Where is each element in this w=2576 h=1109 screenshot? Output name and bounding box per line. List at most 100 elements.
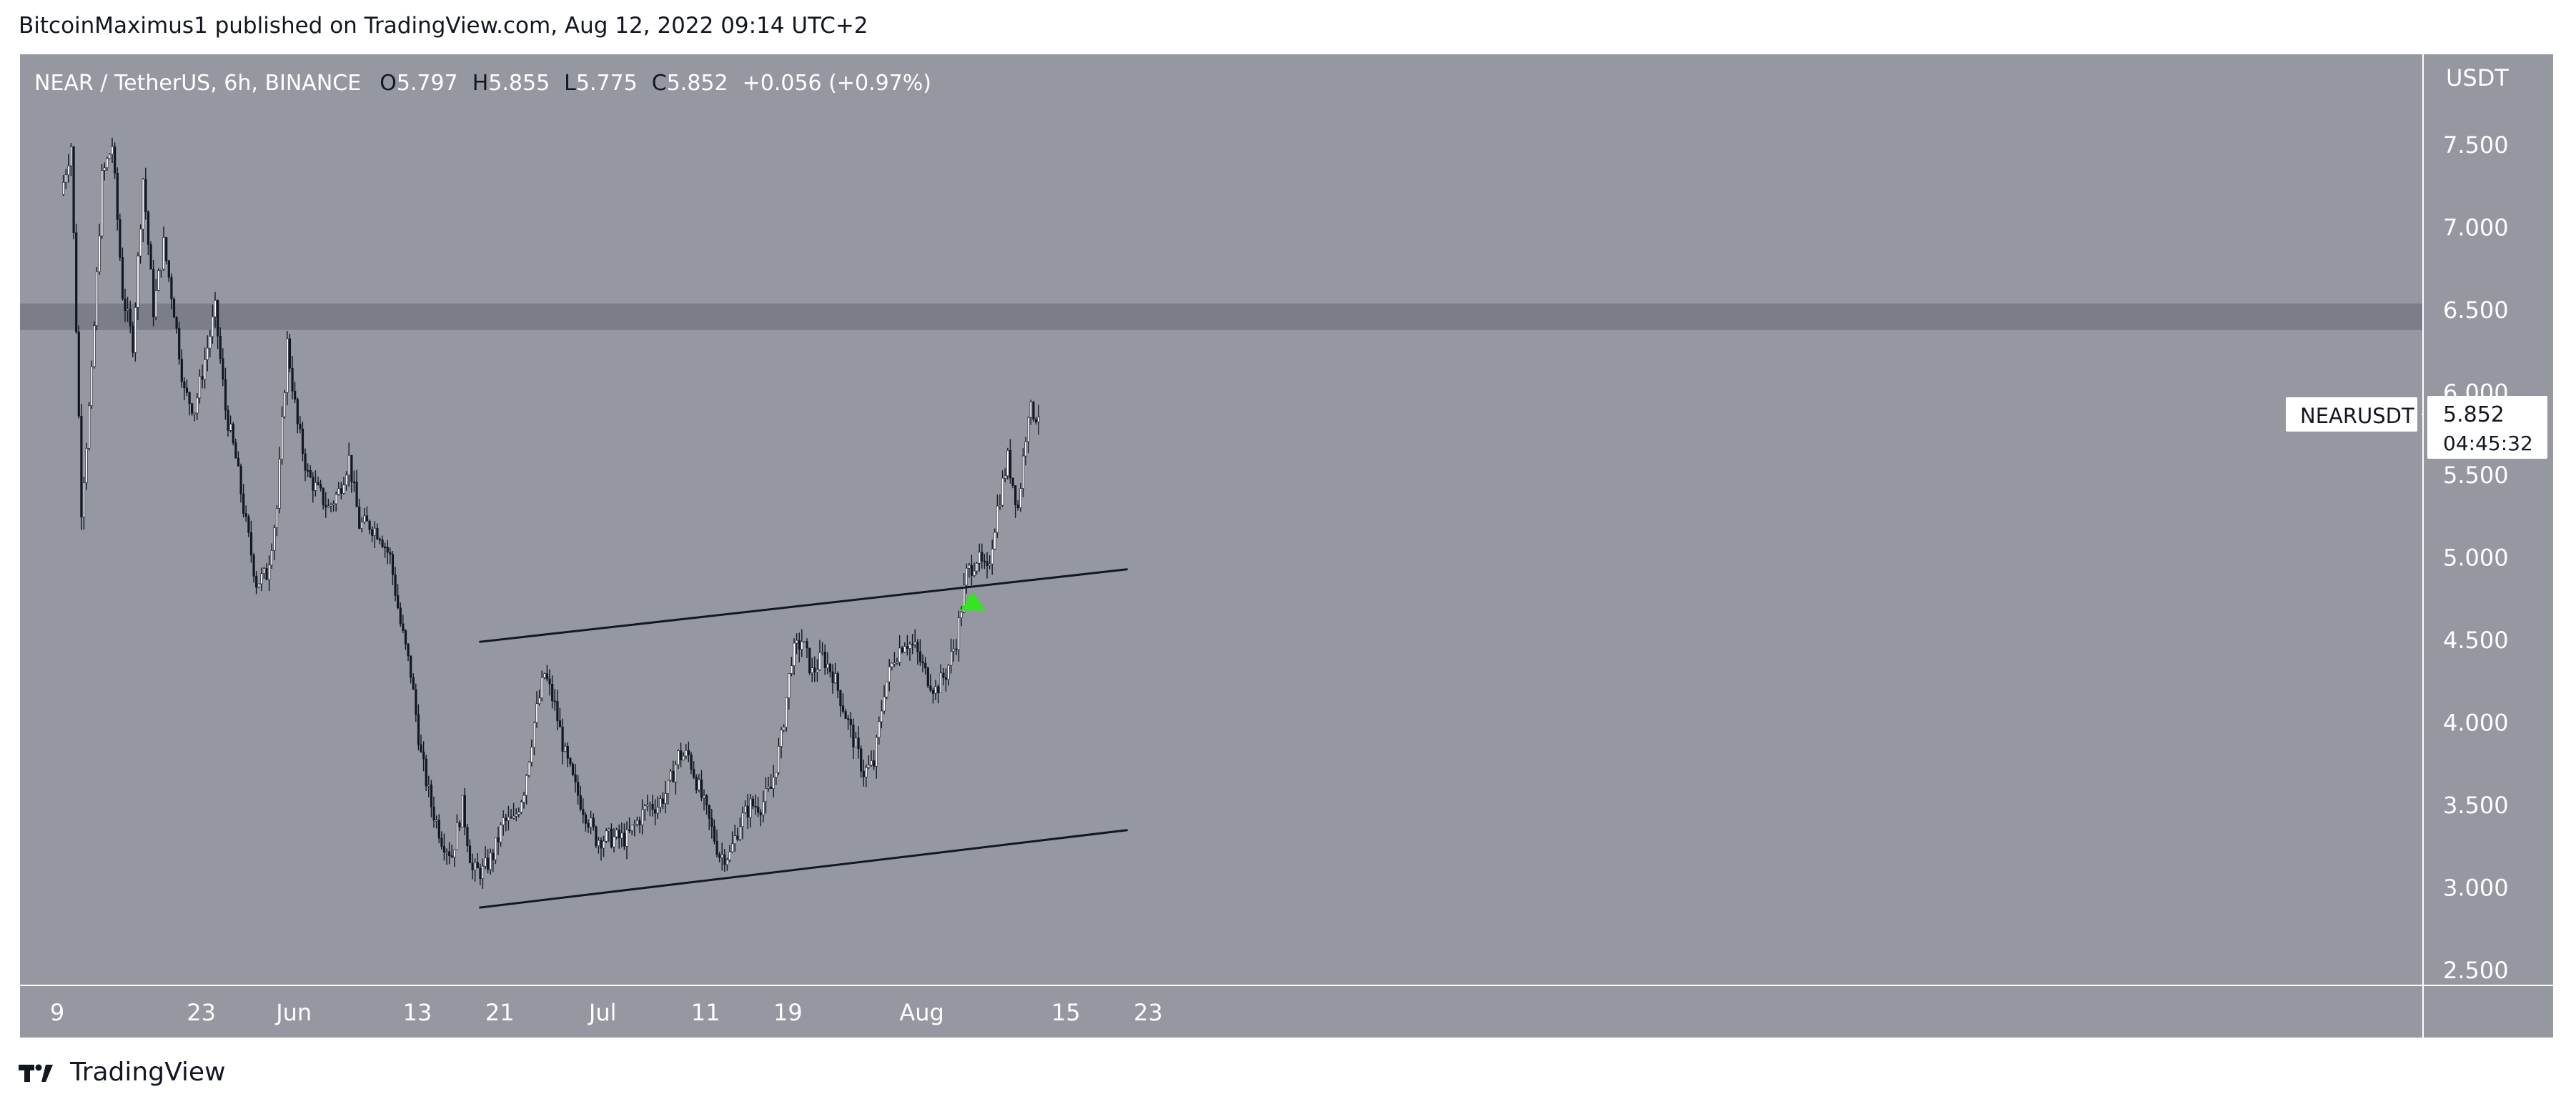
candle-down: [487, 857, 490, 870]
candle-down: [144, 179, 147, 212]
candle-down: [751, 798, 755, 807]
candle-down: [299, 424, 302, 429]
candle-up: [373, 527, 376, 536]
candle-down: [937, 686, 940, 694]
price-tick-label: 7.000: [2443, 214, 2509, 242]
candle-up: [137, 255, 139, 308]
candle-up: [363, 515, 366, 522]
candle-up: [327, 505, 330, 507]
candle-up: [198, 376, 202, 399]
candle-down: [736, 835, 739, 840]
candle-down: [201, 376, 204, 380]
candle-down: [911, 644, 914, 646]
candle-up: [502, 817, 505, 825]
candle-down: [844, 711, 847, 719]
candle-up: [543, 673, 546, 678]
candle-up: [803, 641, 806, 643]
candle-down: [152, 269, 155, 317]
candle-down: [479, 867, 482, 879]
candle-up: [69, 146, 73, 166]
candle-up: [260, 573, 263, 585]
footer-brand[interactable]: TradingView: [70, 1058, 226, 1087]
candle-down: [723, 854, 726, 865]
candle-down: [381, 539, 384, 547]
channel-upper-line[interactable]: [479, 568, 1128, 643]
candle-down: [232, 424, 234, 443]
candle-up: [270, 550, 273, 566]
candle-up: [103, 167, 106, 171]
candle-up: [108, 154, 112, 159]
candle-up: [762, 801, 765, 815]
candle-up: [674, 764, 678, 782]
candle-down: [813, 667, 816, 672]
symbol-tag: [2286, 397, 2417, 432]
candle-up: [960, 612, 963, 618]
candle-down: [693, 769, 695, 777]
time-tick-label: Jun: [274, 999, 312, 1026]
candle-down: [376, 527, 379, 539]
legend-symbol: NEAR / TetherUS, 6h, BINANCE: [34, 71, 361, 96]
candle-down: [754, 805, 757, 807]
candle-down: [841, 705, 845, 712]
candle-down: [415, 689, 417, 715]
candle-up: [635, 820, 639, 825]
price-tag-value: 5.852: [2443, 402, 2505, 427]
candle-up: [515, 814, 517, 817]
candle-down: [600, 840, 603, 849]
candle-down: [582, 809, 585, 815]
candle-up: [891, 662, 893, 667]
candle-up: [893, 662, 896, 665]
candle-up: [811, 667, 813, 673]
candle-up: [347, 454, 350, 476]
candle-down: [389, 552, 392, 555]
candle-up: [67, 165, 70, 176]
candle-up: [1024, 441, 1027, 457]
candle-up: [98, 235, 101, 272]
candle-down: [579, 795, 582, 810]
channel-lower-line[interactable]: [479, 829, 1128, 909]
candle-up: [93, 325, 96, 367]
breakout-arrow-icon: [960, 592, 986, 611]
candle-up: [500, 825, 502, 842]
candle-up: [64, 174, 67, 183]
candle-up: [677, 750, 680, 765]
candle-down: [165, 237, 168, 262]
candle-up: [641, 809, 644, 825]
candle-down: [1014, 485, 1017, 505]
candle-down: [307, 469, 309, 472]
candle-up: [1001, 477, 1004, 506]
candle-down: [121, 257, 124, 299]
candle-up: [796, 640, 798, 644]
time-tick-label: 11: [691, 999, 720, 1026]
candle-up: [883, 697, 886, 712]
candle-down: [394, 575, 397, 596]
candle-up: [461, 795, 464, 827]
candle-down: [288, 338, 292, 369]
time-tick-label: 23: [1134, 999, 1163, 1026]
candle-up: [870, 760, 873, 765]
candle-down: [610, 828, 613, 847]
candle-up: [427, 785, 430, 787]
candle-down: [672, 770, 675, 782]
time-tick-label: 9: [50, 999, 64, 1026]
candle-up: [608, 828, 610, 832]
candle-up: [262, 568, 266, 574]
candle-down: [255, 576, 258, 588]
candle-up: [95, 271, 99, 327]
candle-up: [826, 664, 829, 668]
candle-down: [72, 146, 75, 233]
candle-down: [167, 260, 170, 278]
price-tick-label: 7.500: [2443, 131, 2509, 159]
candle-up: [540, 677, 543, 699]
price-tick-label: 4.500: [2443, 627, 2509, 654]
candle-down: [574, 774, 577, 782]
candle-down: [705, 795, 708, 806]
last-price-label[interactable]: NEARUSDT 5.852 04:45:32: [2286, 396, 2547, 459]
candle-up: [994, 532, 996, 549]
candle-up: [590, 817, 593, 828]
candle-down: [249, 532, 253, 556]
candle-down: [708, 805, 710, 819]
candle-down: [1011, 477, 1014, 486]
price-tick-label: 3.500: [2443, 792, 2509, 819]
